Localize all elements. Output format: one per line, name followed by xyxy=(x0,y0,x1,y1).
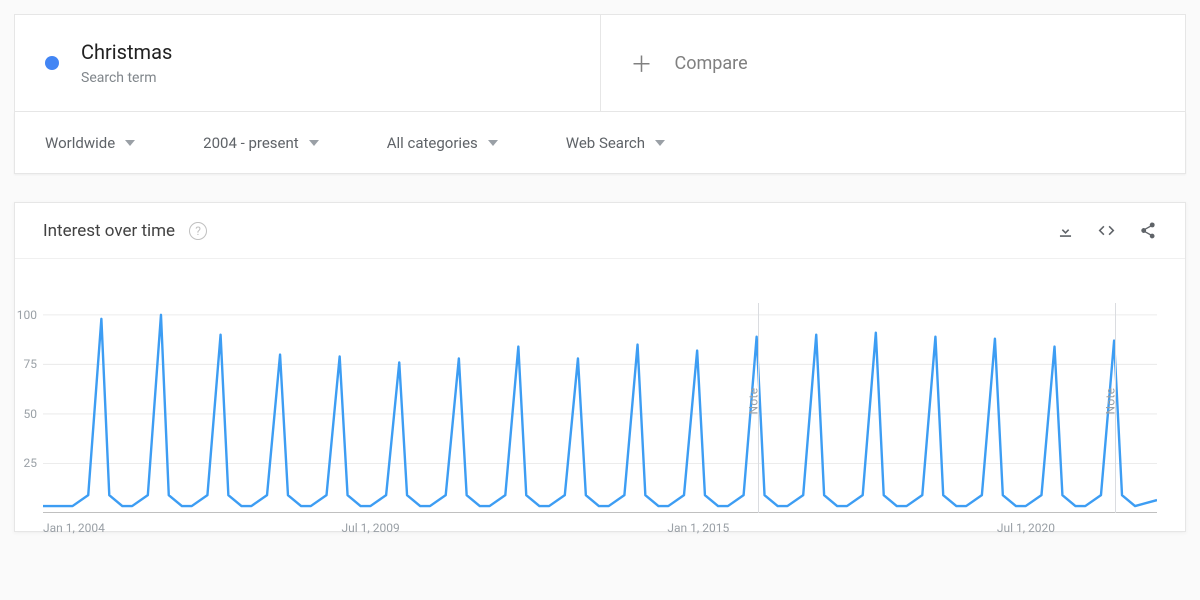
term-color-dot xyxy=(45,56,59,70)
x-tick-label: Jan 1, 2015 xyxy=(667,521,729,535)
caret-down-icon xyxy=(309,140,319,146)
interest-chart-card: Interest over time ? 255075100Jan 1, 200… xyxy=(14,202,1186,532)
chart-plot-area: 255075100Jan 1, 2004Jul 1, 2009Jan 1, 20… xyxy=(43,303,1157,513)
filter-geo-label: Worldwide xyxy=(45,134,115,152)
share-icon[interactable] xyxy=(1138,221,1157,240)
filter-geo[interactable]: Worldwide xyxy=(45,134,135,152)
y-tick-label: 50 xyxy=(24,407,38,421)
interest-line-chart xyxy=(43,303,1157,513)
download-icon[interactable] xyxy=(1056,221,1075,240)
y-tick-label: 100 xyxy=(17,308,37,322)
filter-category[interactable]: All categories xyxy=(387,134,498,152)
caret-down-icon xyxy=(125,140,135,146)
note-label: Note xyxy=(746,388,760,415)
caret-down-icon xyxy=(655,140,665,146)
search-term-cell[interactable]: Christmas Search term xyxy=(15,15,600,111)
help-icon[interactable]: ? xyxy=(189,222,207,240)
chart-header: Interest over time ? xyxy=(15,203,1185,259)
y-tick-label: 75 xyxy=(24,357,38,371)
compare-card: Christmas Search term ＋ Compare xyxy=(14,14,1186,112)
compare-label: Compare xyxy=(675,53,748,74)
x-tick-label: Jul 1, 2020 xyxy=(997,521,1055,535)
filter-search-type-label: Web Search xyxy=(566,134,645,152)
compare-cell[interactable]: ＋ Compare xyxy=(600,15,1186,111)
search-term-sub: Search term xyxy=(81,70,172,86)
embed-icon[interactable] xyxy=(1097,221,1116,240)
caret-down-icon xyxy=(488,140,498,146)
note-label: Note xyxy=(1104,388,1118,415)
x-tick-label: Jan 1, 2004 xyxy=(43,521,105,535)
filter-search-type[interactable]: Web Search xyxy=(566,134,665,152)
plus-icon: ＋ xyxy=(631,47,653,79)
filter-time-label: 2004 - present xyxy=(203,134,299,152)
note-marker: Note xyxy=(1115,303,1116,513)
filter-bar: Worldwide 2004 - present All categories … xyxy=(14,112,1186,174)
note-marker: Note xyxy=(758,303,759,513)
filter-time[interactable]: 2004 - present xyxy=(203,134,319,152)
filter-category-label: All categories xyxy=(387,134,478,152)
x-tick-label: Jul 1, 2009 xyxy=(342,521,400,535)
chart-title: Interest over time xyxy=(43,221,175,241)
search-term-name: Christmas xyxy=(81,40,172,64)
y-tick-label: 25 xyxy=(24,456,38,470)
